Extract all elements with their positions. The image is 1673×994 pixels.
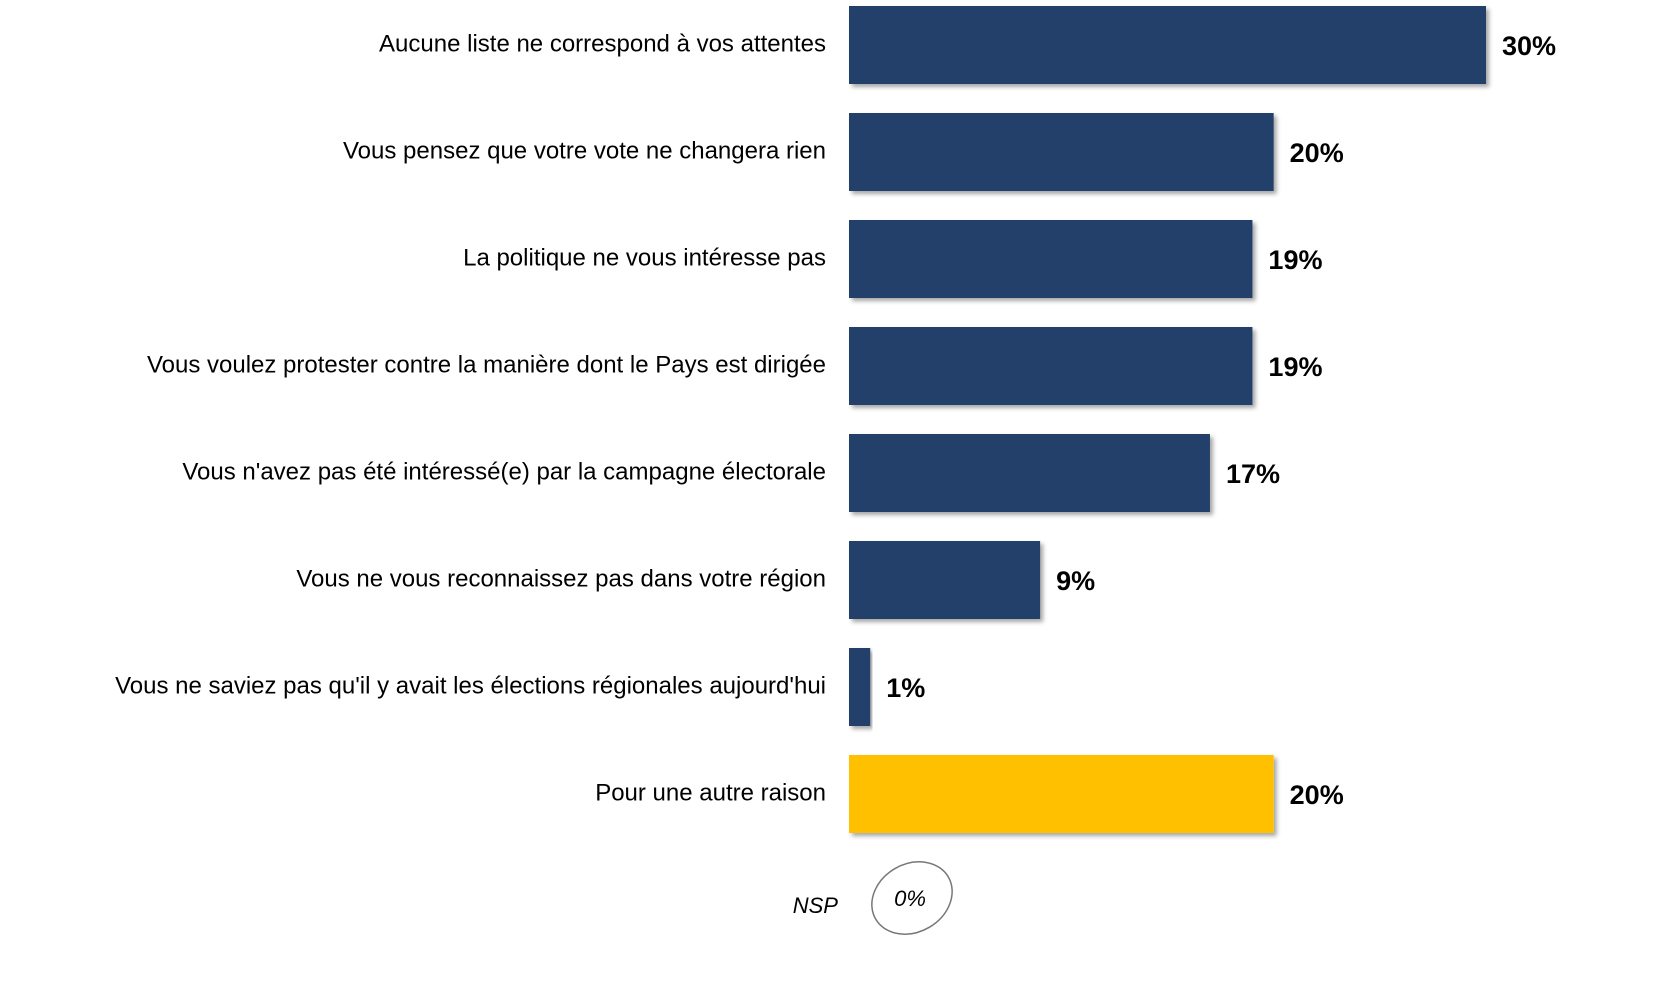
value-label: 19% (1268, 245, 1322, 275)
value-label: 20% (1290, 138, 1344, 168)
category-label: Vous voulez protester contre la manière … (147, 351, 826, 378)
value-label: 30% (1502, 31, 1556, 61)
category-label: Vous ne saviez pas qu'il y avait les éle… (115, 672, 826, 699)
value-label: 17% (1226, 459, 1280, 489)
category-label: Vous n'avez pas été intéressé(e) par la … (182, 458, 826, 485)
bar (849, 327, 1253, 405)
value-label: 9% (1056, 566, 1095, 596)
bar (849, 220, 1253, 298)
bar (849, 434, 1210, 512)
value-label: 19% (1268, 352, 1322, 382)
annotation-circle (871, 861, 953, 935)
annotation-value: 0% (894, 886, 926, 911)
category-label: Pour une autre raison (595, 779, 826, 806)
value-label: 1% (886, 673, 925, 703)
category-label: La politique ne vous intéresse pas (463, 244, 826, 271)
annotation-label: NSP (793, 893, 839, 918)
category-label: Vous ne vous reconnaissez pas dans votre… (296, 565, 826, 592)
value-label: 20% (1290, 780, 1344, 810)
bar (849, 541, 1041, 619)
bar (849, 755, 1274, 833)
bar (849, 648, 871, 726)
bar (849, 6, 1486, 84)
bar (849, 113, 1274, 191)
category-label: Aucune liste ne correspond à vos attente… (379, 30, 826, 57)
category-label: Vous pensez que votre vote ne changera r… (343, 137, 826, 164)
